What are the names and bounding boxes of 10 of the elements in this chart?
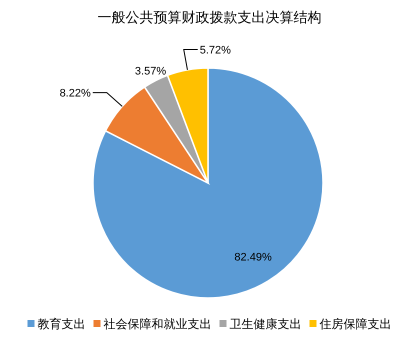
data-label: 3.57% <box>134 65 166 78</box>
data-label: 82.49% <box>234 252 272 264</box>
legend-label: 卫生健康支出 <box>230 317 302 331</box>
chart-title: 一般公共预算财政拨款支出决算结构 <box>98 9 322 25</box>
legend-label: 住房保障支出 <box>318 317 392 331</box>
data-label: 5.72% <box>200 44 232 56</box>
data-label: 8.22% <box>60 88 91 100</box>
legend-label: 社会保障和就业支出 <box>104 317 212 331</box>
legend-label: 教育支出 <box>38 317 86 331</box>
pie-slice <box>92 67 324 299</box>
